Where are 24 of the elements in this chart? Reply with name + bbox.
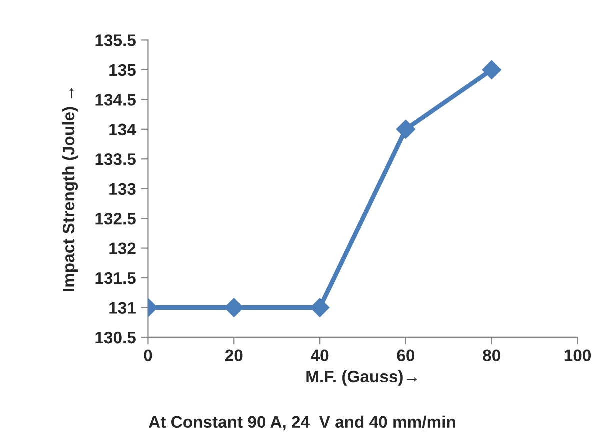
- x-tick-label: 100: [564, 350, 591, 362]
- y-tick-label: 134: [110, 124, 136, 136]
- x-tick-label: 40: [311, 350, 329, 362]
- y-tick-label: 132.5: [96, 212, 136, 225]
- text: At Constant 90 A, 24 V and 40 mm/min: [149, 416, 456, 430]
- y-tick-label: 133: [110, 183, 136, 196]
- point: [482, 60, 502, 80]
- y-tick-label: 135.5: [96, 34, 136, 46]
- x-tick-label: 20: [225, 350, 243, 362]
- y-tick-label: 130.5: [96, 332, 136, 344]
- point: [310, 298, 330, 318]
- y-tick-label: 134.5: [96, 94, 136, 106]
- x-axis-title: M.F. (Gauss)→: [306, 370, 418, 386]
- y-tick-label: 131.5: [96, 272, 136, 284]
- point: [396, 120, 416, 139]
- y-tick-label: 135: [110, 64, 136, 76]
- x-tick-label: 60: [397, 350, 415, 362]
- y-tick-label: 133.5: [96, 154, 136, 166]
- x-tick-label: 0: [144, 350, 152, 362]
- y-tick-label: 131: [110, 302, 136, 314]
- y-tick-label: 132: [110, 242, 136, 255]
- y-axis-title: Impact Strength (Joule) →: [62, 88, 78, 292]
- x-tick-label: 80: [483, 350, 500, 362]
- point: [224, 298, 244, 318]
